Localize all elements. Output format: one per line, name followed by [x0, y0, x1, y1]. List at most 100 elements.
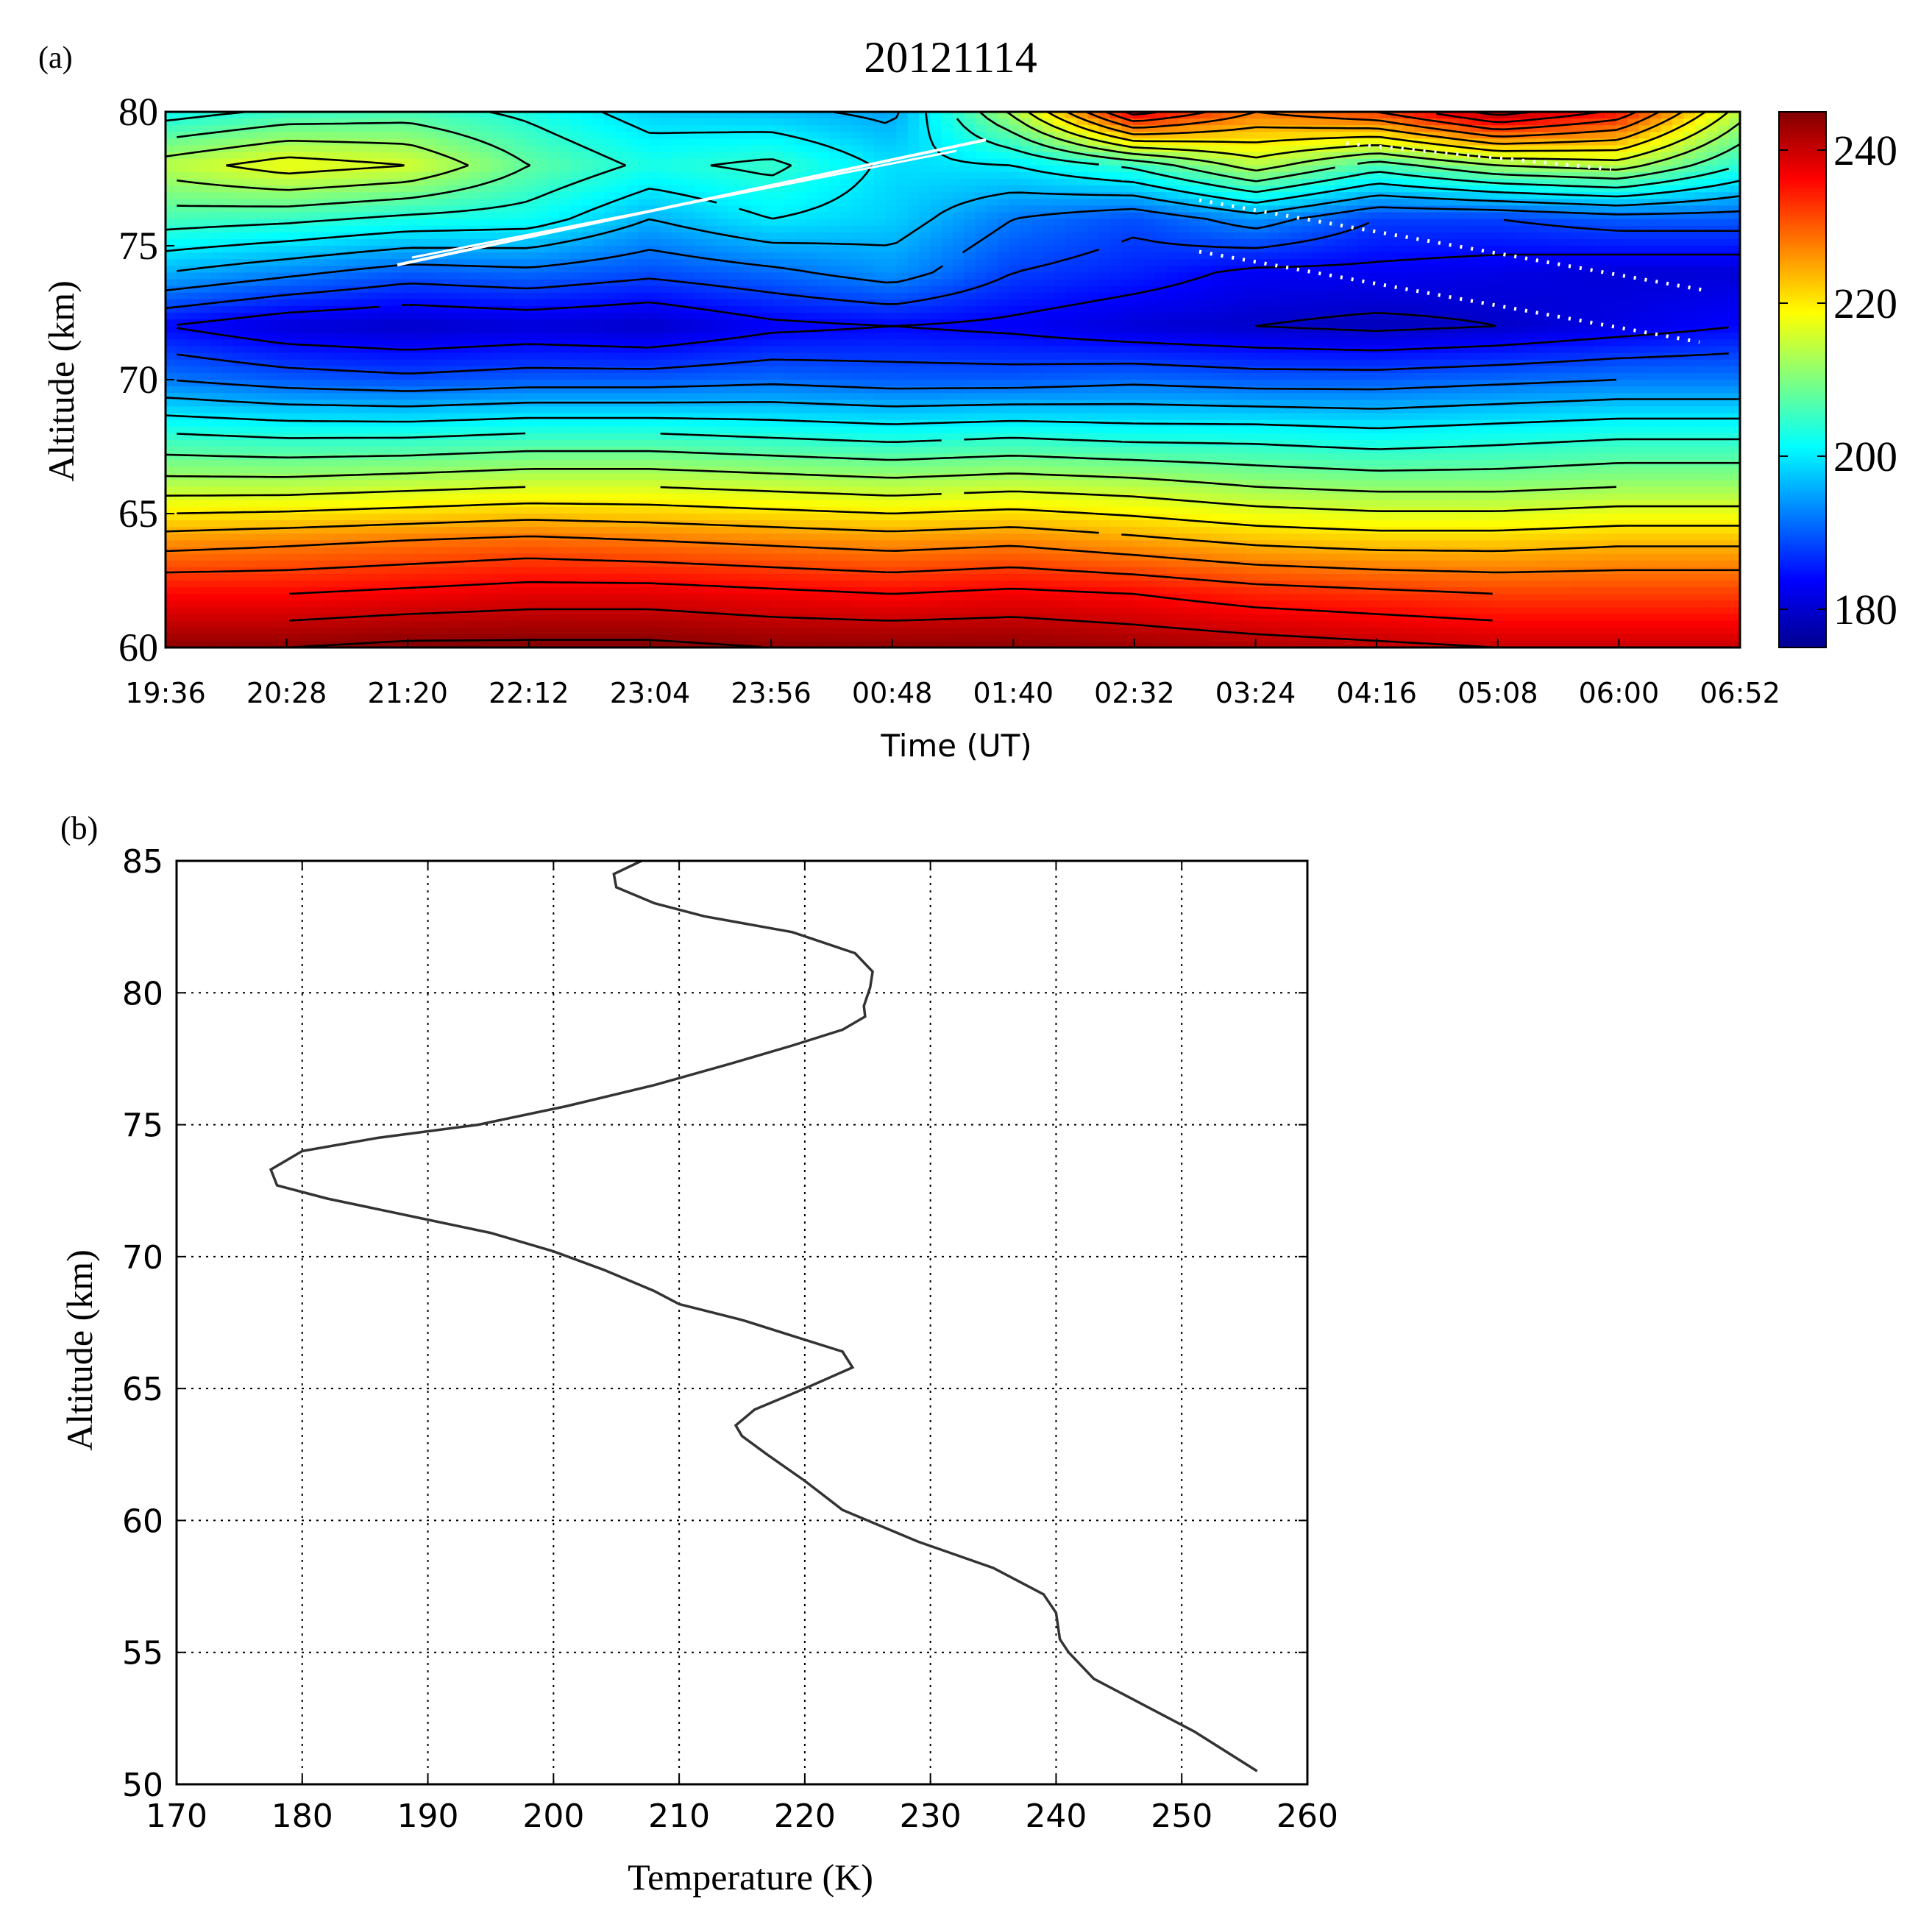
heatmap-cell: [502, 299, 515, 307]
heatmap-cell: [1583, 152, 1595, 160]
heatmap-cell: [311, 171, 324, 180]
heatmap-cell: [649, 225, 661, 233]
heatmap-cell: [1560, 165, 1572, 173]
heatmap-cell: [761, 205, 774, 213]
heatmap-cell: [311, 279, 324, 287]
heatmap-cell: [1549, 272, 1561, 280]
heatmap-cell: [1346, 305, 1359, 313]
heatmap-cell: [1425, 305, 1438, 313]
heatmap-cell: [1211, 212, 1224, 220]
heatmap-cell: [1200, 132, 1212, 140]
heatmap-cell: [502, 118, 515, 126]
heatmap-cell: [1346, 252, 1359, 260]
heatmap-cell: [1357, 333, 1370, 341]
heatmap-cell: [728, 319, 740, 327]
heatmap-cell: [1638, 145, 1651, 153]
heatmap-cell: [1279, 179, 1291, 186]
heatmap-cell: [761, 285, 774, 294]
heatmap-cell: [862, 219, 875, 227]
heatmap-cell: [828, 205, 841, 213]
heatmap-cell: [953, 185, 965, 193]
heatmap-cell: [188, 333, 200, 341]
heatmap-cell: [930, 346, 942, 354]
heatmap-cell: [1087, 326, 1100, 334]
heatmap-cell: [1290, 199, 1302, 207]
heatmap-cell: [1402, 285, 1415, 294]
heatmap-cell: [986, 285, 998, 294]
heatmap-cell: [1155, 118, 1168, 126]
heatmap-cell: [1031, 305, 1044, 313]
heatmap-cell: [1391, 333, 1404, 341]
heatmap-cell: [1279, 212, 1291, 220]
heatmap-cell: [1560, 272, 1572, 280]
heatmap-cell: [1391, 252, 1404, 260]
heatmap-cell: [885, 319, 898, 327]
heatmap-cell: [356, 225, 369, 233]
heatmap-cell: [1301, 305, 1313, 313]
heatmap-cell: [480, 266, 493, 274]
heatmap-cell: [615, 158, 628, 166]
heatmap-cell: [998, 158, 1010, 166]
heatmap-cell: [1627, 246, 1640, 253]
heatmap-cell: [1279, 266, 1291, 274]
heatmap-cell: [413, 292, 425, 300]
heatmap-cell: [705, 219, 717, 227]
heatmap-cell: [469, 333, 481, 341]
heatmap-cell: [1537, 285, 1549, 294]
heatmap-cell: [874, 333, 887, 341]
heatmap-cell: [379, 292, 391, 300]
heatmap-cell: [671, 319, 683, 327]
heatmap-cell: [1594, 185, 1606, 193]
heatmap-cell: [323, 205, 335, 213]
heatmap-cell: [1290, 132, 1302, 140]
heatmap-cell: [1560, 246, 1572, 253]
heatmap-cell: [885, 346, 898, 354]
heatmap-cell: [975, 313, 987, 320]
heatmap-cell: [424, 152, 436, 160]
heatmap-cell: [739, 205, 751, 213]
heatmap-cell: [1436, 232, 1449, 240]
heatmap-cell: [885, 299, 898, 307]
heatmap-cell: [311, 152, 324, 160]
heatmap-cell: [885, 118, 898, 126]
heatmap-cell: [907, 339, 920, 347]
heatmap-cell: [592, 171, 605, 180]
heatmap-cell: [1436, 246, 1449, 253]
heatmap-cell: [907, 292, 920, 300]
heatmap-cell: [671, 199, 683, 207]
heatmap-cell: [199, 225, 211, 233]
heatmap-cell: [266, 118, 279, 126]
heatmap-cell: [1447, 138, 1460, 146]
heatmap-cell: [1492, 292, 1505, 300]
heatmap-cell: [469, 138, 481, 146]
heatmap-cell: [683, 179, 695, 186]
heatmap-cell: [1470, 171, 1482, 180]
heatmap-cell: [311, 292, 324, 300]
heatmap-cell: [458, 238, 470, 246]
heatmap-cell: [536, 118, 549, 126]
heatmap-cell: [413, 158, 425, 166]
heatmap-cell: [1290, 266, 1302, 274]
heatmap-cell: [232, 171, 245, 180]
heatmap-cell: [998, 279, 1010, 287]
heatmap-cell: [491, 346, 504, 354]
heatmap-cell: [1200, 292, 1212, 300]
heatmap-cell: [773, 138, 785, 146]
heatmap-cell: [547, 259, 560, 267]
heatmap-cell: [1683, 313, 1696, 320]
heatmap-cell: [199, 199, 211, 207]
heatmap-cell: [1616, 259, 1628, 267]
heatmap-cell: [1043, 112, 1055, 119]
heatmap-cell: [266, 259, 279, 267]
heatmap-cell: [705, 118, 717, 126]
heatmap-cell: [615, 152, 628, 160]
heatmap-cell: [1537, 125, 1549, 133]
heatmap-cell: [221, 259, 234, 267]
heatmap-cell: [1672, 219, 1685, 227]
heatmap-cell: [885, 225, 898, 233]
heatmap-cell: [210, 225, 223, 233]
heatmap-cell: [1402, 232, 1415, 240]
heatmap-cell: [300, 225, 313, 233]
heatmap-cell: [896, 292, 909, 300]
